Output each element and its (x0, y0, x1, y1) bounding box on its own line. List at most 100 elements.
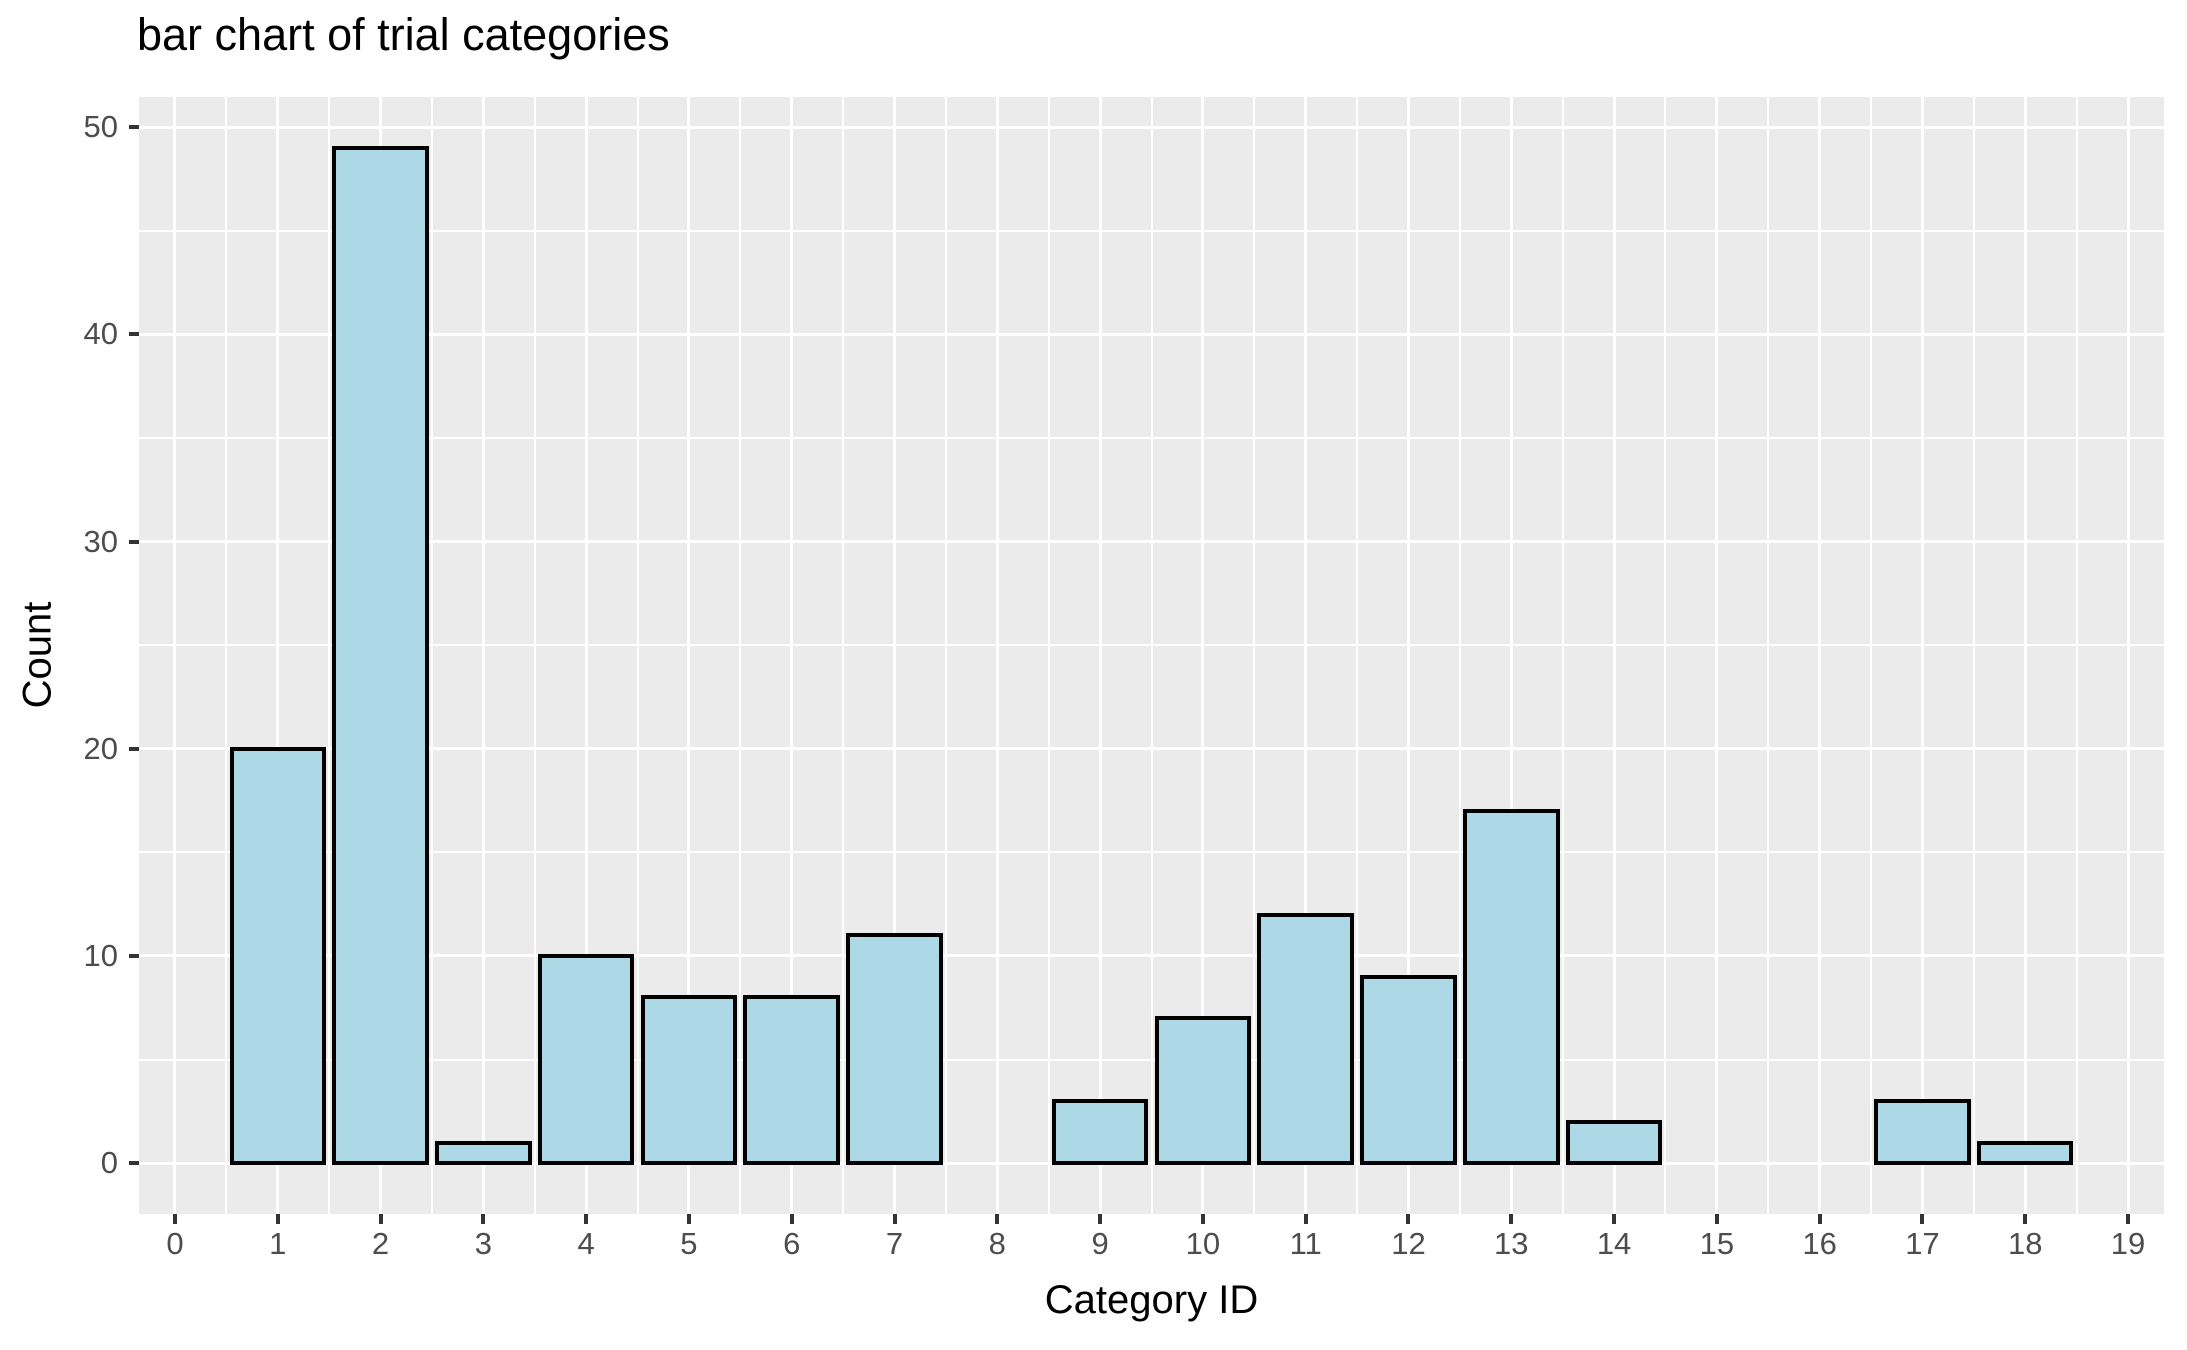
x-tick-label: 1 (269, 1226, 287, 1261)
y-tick-label: 10 (83, 937, 118, 973)
y-tick-mark (129, 332, 139, 337)
x-major-gridline (687, 97, 691, 1214)
x-minor-gridline (328, 97, 331, 1214)
x-tick-label: 14 (1596, 1226, 1632, 1261)
x-tick-label: 10 (1185, 1226, 1221, 1261)
x-major-gridline (584, 97, 588, 1214)
x-minor-gridline (1767, 97, 1770, 1214)
x-tick-label: 18 (2007, 1226, 2043, 1261)
x-tick-mark (275, 1214, 280, 1224)
bar-category-4 (537, 953, 635, 1166)
x-tick-label: 11 (1289, 1226, 1322, 1261)
bar-category-5 (640, 995, 738, 1166)
x-tick-mark (1200, 1214, 1205, 1224)
x-tick-mark (1406, 1214, 1411, 1224)
x-major-gridline (2126, 97, 2130, 1214)
x-tick-label: 8 (988, 1226, 1006, 1261)
bar-category-10 (1154, 1016, 1252, 1166)
y-tick-label: 40 (83, 316, 118, 352)
bar-category-9 (1051, 1099, 1149, 1166)
x-tick-label: 0 (166, 1226, 184, 1261)
bar-category-11 (1257, 912, 1354, 1166)
x-tick-mark (2126, 1214, 2131, 1224)
x-tick-mark (378, 1214, 383, 1224)
x-major-gridline (1509, 97, 1513, 1214)
y-axis-title: Count (15, 601, 60, 709)
x-tick-label: 16 (1802, 1226, 1837, 1261)
x-tick-mark (1714, 1214, 1719, 1224)
y-major-gridline (139, 1161, 2164, 1165)
x-tick-mark (1817, 1214, 1822, 1224)
y-tick-mark (129, 125, 139, 130)
x-tick-mark (584, 1214, 589, 1224)
x-minor-gridline (1150, 97, 1153, 1214)
y-tick-mark (129, 1161, 139, 1166)
x-major-gridline (1715, 97, 1719, 1214)
x-major-gridline (790, 97, 794, 1214)
chart-title: bar chart of trial categories (137, 9, 670, 60)
bar-category-7 (846, 933, 943, 1166)
x-tick-mark (789, 1214, 794, 1224)
x-minor-gridline (430, 97, 433, 1214)
x-tick-mark (686, 1214, 691, 1224)
x-major-gridline (1098, 97, 1102, 1214)
x-tick-label: 5 (680, 1226, 698, 1261)
x-tick-label: 2 (371, 1226, 390, 1261)
x-minor-gridline (225, 97, 228, 1214)
x-major-gridline (173, 97, 177, 1214)
x-major-gridline (1612, 97, 1616, 1214)
x-tick-mark (995, 1214, 1000, 1224)
x-major-gridline (893, 97, 897, 1214)
bar-category-14 (1565, 1119, 1663, 1166)
x-tick-mark (892, 1214, 897, 1224)
y-tick-label: 50 (83, 109, 118, 145)
x-tick-label: 7 (885, 1226, 904, 1261)
x-minor-gridline (1047, 97, 1050, 1214)
x-major-gridline (276, 97, 280, 1214)
y-major-gridline (139, 954, 2164, 958)
y-major-gridline (139, 540, 2164, 544)
x-major-gridline (995, 97, 999, 1214)
y-major-gridline (139, 125, 2164, 129)
x-tick-label: 3 (474, 1226, 492, 1261)
bar-category-13 (1463, 808, 1560, 1166)
x-tick-label: 4 (577, 1226, 595, 1261)
bar-category-18 (1976, 1140, 2074, 1166)
bar-category-3 (435, 1140, 532, 1166)
bar-category-17 (1874, 1099, 1971, 1166)
x-tick-label: 17 (1905, 1226, 1940, 1261)
x-minor-gridline (1664, 97, 1667, 1214)
x-tick-mark (2023, 1214, 2028, 1224)
x-tick-mark (1509, 1214, 1514, 1224)
x-major-gridline (481, 97, 485, 1214)
x-tick-label: 9 (1091, 1226, 1109, 1261)
y-tick-label: 20 (83, 730, 118, 766)
x-minor-gridline (1561, 97, 1564, 1214)
bar-category-6 (743, 995, 840, 1166)
x-tick-label: 12 (1391, 1226, 1426, 1261)
bar-category-1 (229, 746, 326, 1166)
x-minor-gridline (1253, 97, 1256, 1214)
x-tick-label: 6 (783, 1226, 801, 1261)
x-tick-mark (1920, 1214, 1925, 1224)
x-minor-gridline (533, 97, 536, 1214)
x-tick-mark (172, 1214, 177, 1224)
x-major-gridline (2023, 97, 2027, 1214)
x-minor-gridline (2075, 97, 2078, 1214)
y-tick-mark (129, 953, 139, 958)
x-major-gridline (1818, 97, 1822, 1214)
x-major-gridline (1920, 97, 1924, 1214)
x-tick-label: 19 (2110, 1226, 2146, 1261)
x-tick-mark (481, 1214, 486, 1224)
x-minor-gridline (1458, 97, 1461, 1214)
x-major-gridline (1201, 97, 1205, 1214)
x-minor-gridline (1972, 97, 1975, 1214)
y-major-gridline (139, 332, 2164, 336)
x-minor-gridline (842, 97, 845, 1214)
x-tick-mark (1612, 1214, 1617, 1224)
y-tick-label: 0 (100, 1145, 118, 1181)
y-tick-label: 30 (83, 523, 118, 559)
x-major-gridline (1304, 97, 1308, 1214)
bar-category-2 (332, 145, 429, 1166)
